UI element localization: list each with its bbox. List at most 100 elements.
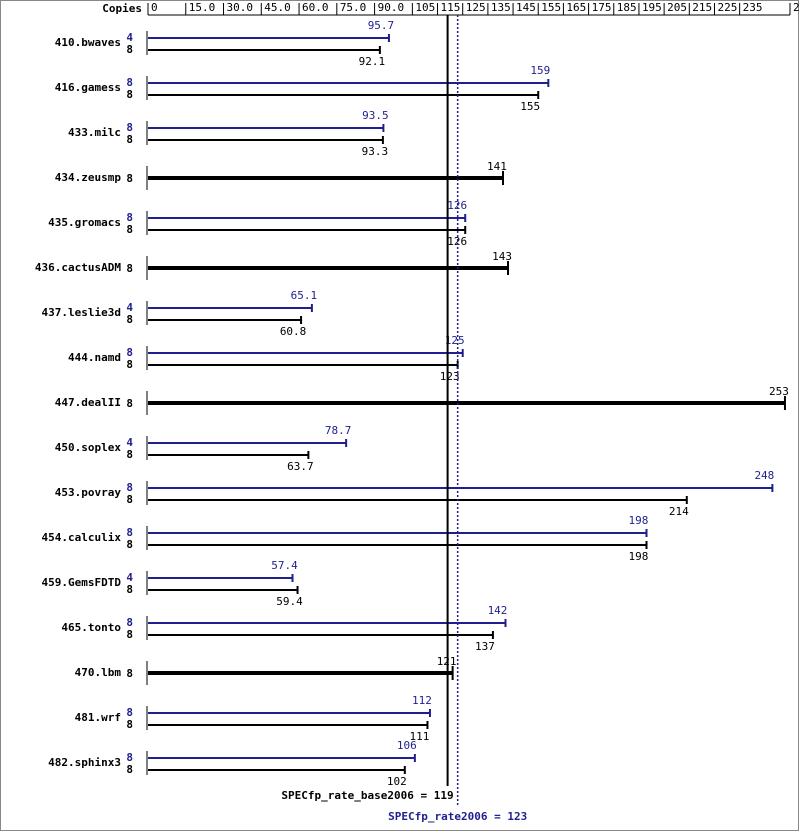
- value-label: 155: [520, 100, 540, 113]
- bar: [148, 577, 293, 579]
- value-label: 111: [410, 730, 430, 743]
- reference-label: SPECfp_rate_base2006 = 119: [281, 789, 453, 802]
- bar: [148, 671, 453, 675]
- benchmark-label: 434.zeusmp: [55, 171, 122, 184]
- copies: 8: [126, 538, 133, 551]
- copies: 8: [126, 346, 133, 359]
- value-label: 65.1: [291, 289, 318, 302]
- x-tick-label: 115: [441, 1, 461, 14]
- benchmark-label: 433.milc: [68, 126, 121, 139]
- x-tick-label: 105: [415, 1, 435, 14]
- benchmark-label: 437.leslie3d: [42, 306, 121, 319]
- bar: [148, 176, 503, 180]
- value-label: 63.7: [287, 460, 314, 473]
- x-tick-label: 0: [151, 1, 158, 14]
- benchmark-label: 450.soplex: [55, 441, 122, 454]
- benchmark-label: 481.wrf: [75, 711, 121, 724]
- copies: 8: [126, 262, 133, 275]
- value-label: 95.7: [368, 19, 395, 32]
- copies: 8: [126, 667, 133, 680]
- bar: [148, 499, 687, 501]
- copies: 8: [126, 481, 133, 494]
- copies-header: Copies: [102, 2, 142, 15]
- benchmark-label: 453.povray: [55, 486, 122, 499]
- bar: [148, 139, 383, 141]
- bar: [148, 319, 302, 321]
- value-label: 93.3: [362, 145, 389, 158]
- value-label: 248: [754, 469, 774, 482]
- benchmark-label: 416.gamess: [55, 81, 121, 94]
- value-label: 102: [387, 775, 407, 788]
- copies: 8: [126, 121, 133, 134]
- bar: [148, 364, 458, 366]
- x-tick-label: 205: [667, 1, 687, 14]
- copies: 8: [126, 358, 133, 371]
- benchmark-label: 447.dealII: [55, 396, 121, 409]
- value-label: 106: [397, 739, 417, 752]
- benchmark-label: 410.bwaves: [55, 36, 121, 49]
- x-tick-label: 45.0: [264, 1, 291, 14]
- value-label: 143: [492, 250, 512, 263]
- x-tick-label: 185: [617, 1, 637, 14]
- copies: 8: [126, 448, 133, 461]
- bar: [148, 454, 309, 456]
- value-label: 126: [447, 235, 467, 248]
- bar: [148, 757, 415, 759]
- copies: 8: [126, 223, 133, 236]
- value-label: 214: [669, 505, 689, 518]
- bar: [148, 37, 389, 39]
- benchmark-label: 435.gromacs: [48, 216, 121, 229]
- bar: [148, 589, 298, 591]
- bar: [148, 266, 509, 270]
- bar: [148, 634, 493, 636]
- bar: [148, 49, 380, 51]
- value-label: 159: [530, 64, 550, 77]
- x-tick-label: 90.0: [378, 1, 405, 14]
- copies: 4: [126, 571, 133, 584]
- value-label: 112: [412, 694, 432, 707]
- copies: 8: [126, 88, 133, 101]
- copies: 8: [126, 397, 133, 410]
- benchmark-label: 436.cactusADM: [35, 261, 121, 274]
- copies: 4: [126, 436, 133, 449]
- x-tick-label: 60.0: [302, 1, 329, 14]
- bar: [148, 769, 405, 771]
- value-label: 60.8: [280, 325, 307, 338]
- benchmark-label: 454.calculix: [42, 531, 122, 544]
- benchmark-label: 470.lbm: [75, 666, 122, 679]
- copies: 8: [126, 751, 133, 764]
- x-tick-label: 215: [692, 1, 712, 14]
- bar: [148, 127, 384, 129]
- copies: 8: [126, 583, 133, 596]
- copies: 8: [126, 493, 133, 506]
- value-label: 253: [769, 385, 789, 398]
- benchmark-label: 465.tonto: [61, 621, 121, 634]
- copies: 8: [126, 172, 133, 185]
- copies: 8: [126, 718, 133, 731]
- reference-label: SPECfp_rate2006 = 123: [388, 810, 527, 823]
- bar: [148, 229, 466, 231]
- value-label: 59.4: [276, 595, 303, 608]
- copies: 8: [126, 43, 133, 56]
- copies: 8: [126, 763, 133, 776]
- value-label: 123: [440, 370, 460, 383]
- value-label: 126: [447, 199, 467, 212]
- bar: [148, 724, 428, 726]
- value-label: 125: [445, 334, 465, 347]
- copies: 8: [126, 133, 133, 146]
- value-label: 78.7: [325, 424, 352, 437]
- copies: 8: [126, 616, 133, 629]
- copies: 4: [126, 301, 133, 314]
- bar: [148, 217, 466, 219]
- x-tick-label: 195: [642, 1, 662, 14]
- value-label: 198: [629, 514, 649, 527]
- x-tick-label: 235: [743, 1, 763, 14]
- x-tick-label: 15.0: [189, 1, 216, 14]
- copies: 4: [126, 31, 133, 44]
- value-label: 198: [629, 550, 649, 563]
- bar: [148, 622, 506, 624]
- bar: [148, 712, 430, 714]
- value-label: 141: [487, 160, 507, 173]
